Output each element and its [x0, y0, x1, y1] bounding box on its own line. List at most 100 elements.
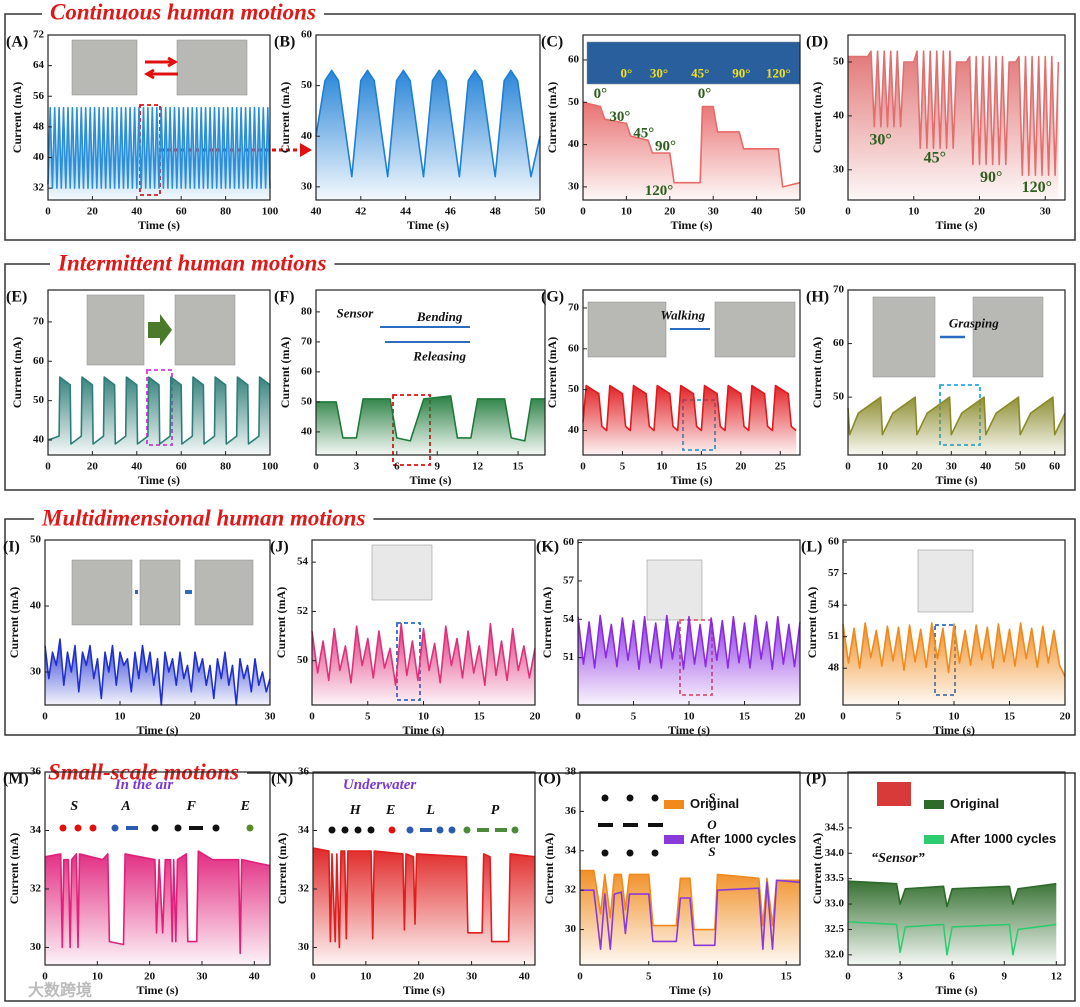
y-tick-label: 34.5 [825, 821, 845, 833]
y-tick-label: 50 [301, 79, 313, 91]
arrow [148, 314, 172, 346]
x-axis-label: Time (s) [136, 723, 178, 737]
annotation: 30° [609, 109, 630, 125]
x-tick-label: 10 [621, 206, 633, 218]
x-tick-label: 60 [176, 206, 188, 218]
photo [646, 559, 703, 621]
y-tick-label: 52 [297, 605, 309, 617]
y-tick-label: 32 [30, 883, 42, 895]
x-tick-label: 40 [131, 206, 143, 218]
legend-swatch [664, 835, 684, 844]
y-tick-label: 57 [828, 567, 840, 579]
x-tick-label: 30 [946, 461, 958, 473]
y-tick-label: 54 [828, 599, 840, 611]
x-tick-label: 30 [1040, 206, 1052, 218]
x-tick-label: 0 [42, 971, 48, 983]
plot-frame [847, 34, 1066, 201]
x-tick-label: 40 [311, 206, 323, 218]
y-tick-label: 34 [298, 824, 310, 836]
photo [176, 39, 248, 96]
x-tick-label: 15 [739, 711, 751, 723]
x-tick-label: 40 [980, 461, 992, 473]
x-tick-label: 15 [781, 971, 793, 983]
morse-symbols [59, 794, 663, 857]
panel-label: (C) [541, 34, 563, 51]
x-axis-label: Time (s) [138, 218, 180, 232]
photo [174, 294, 236, 366]
y-tick-label: 30 [30, 941, 42, 953]
panel-label: (M) [3, 771, 29, 788]
x-axis-label: Time (s) [933, 723, 975, 737]
y-axis-label: Current (mA) [810, 833, 824, 904]
plot-frame [315, 34, 541, 201]
y-tick-label: 72 [33, 29, 45, 41]
line [842, 622, 1066, 677]
y-tick-label: 48 [33, 120, 45, 132]
panel-label: (B) [274, 34, 295, 51]
y-tick-label: 60 [568, 53, 580, 65]
x-tick-label: 10 [92, 971, 104, 983]
x-axis-label: Time (s) [136, 983, 178, 997]
area [312, 623, 535, 705]
x-tick-label: 50 [1015, 461, 1027, 473]
y-axis-label: Current (mA) [278, 337, 292, 408]
morse-dash [495, 828, 507, 832]
panel-label: (K) [536, 539, 559, 556]
panel-label: (H) [806, 289, 829, 306]
x-tick-label: 5 [631, 711, 637, 723]
y-tick-label: 70 [301, 335, 313, 347]
y-tick-label: 60 [568, 342, 580, 354]
x-axis-label: Time (s) [670, 473, 712, 487]
photo [587, 301, 667, 358]
x-axis-label: Time (s) [668, 723, 710, 737]
x-tick-label: 10 [684, 711, 696, 723]
annotation: E [240, 799, 250, 814]
annotation: 0° [594, 86, 608, 102]
x-tick-label: 80 [220, 206, 232, 218]
y-tick-label: 40 [568, 424, 580, 436]
photo [371, 544, 433, 601]
x-tick-label: 10 [360, 971, 372, 983]
panel-label: (D) [806, 34, 828, 51]
arrows [135, 56, 965, 594]
x-tick-label: 0 [310, 971, 316, 983]
y-axis-label: Current (mA) [545, 82, 559, 153]
x-tick-label: 20 [735, 461, 747, 473]
x-axis-label: Time (s) [407, 218, 449, 232]
annotation: 0° [698, 86, 712, 102]
x-tick-label: 20 [530, 711, 542, 723]
morse-dot [367, 826, 375, 834]
arrow [143, 56, 179, 80]
title-background [34, 507, 374, 533]
y-tick-label: 57 [563, 574, 575, 586]
y-tick-label: 50 [297, 654, 309, 666]
annotation: 90° [732, 66, 750, 81]
annotation: S [708, 790, 715, 805]
annotation: Bending [416, 309, 463, 324]
x-tick-label: 20 [911, 461, 923, 473]
line [312, 847, 536, 949]
x-tick-label: 0 [575, 711, 581, 723]
x-tick-label: 30 [466, 971, 478, 983]
y-tick-label: 50 [301, 395, 313, 407]
morse-dot [626, 794, 634, 802]
photo [194, 559, 254, 626]
panel-label: (A) [6, 34, 28, 51]
x-tick-label: 10 [656, 461, 668, 473]
y-axis-label: Current (mA) [7, 833, 21, 904]
x-tick-label: 42 [355, 206, 367, 218]
x-tick-label: 5 [896, 711, 902, 723]
x-tick-label: 12 [1051, 971, 1063, 983]
x-tick-label: 9 [434, 461, 440, 473]
morse-dot [436, 826, 444, 834]
x-tick-label: 0 [580, 461, 586, 473]
y-tick-label: 60 [563, 536, 575, 548]
section-frame [4, 772, 1076, 1002]
y-axis-label: Current (mA) [275, 833, 289, 904]
y-tick-label: 80 [301, 305, 313, 317]
x-tick-label: 5 [646, 971, 652, 983]
y-tick-label: 33.5 [825, 872, 845, 884]
x-tick-label: 0 [577, 971, 583, 983]
section-frame [4, 518, 1076, 736]
area [578, 615, 800, 705]
